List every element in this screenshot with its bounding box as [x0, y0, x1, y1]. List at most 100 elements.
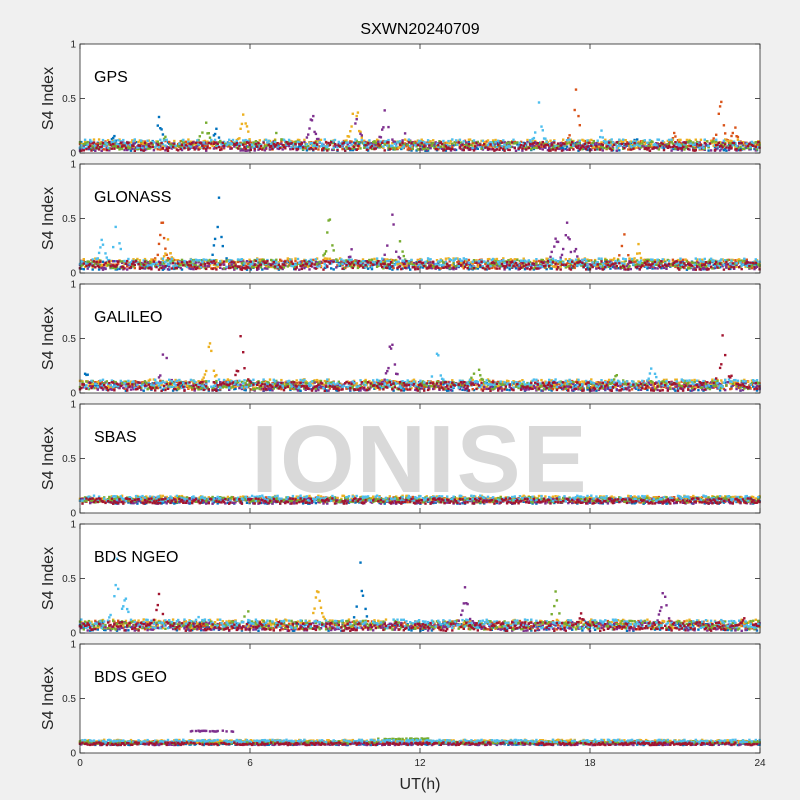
data-point: [193, 143, 196, 146]
data-point: [231, 266, 235, 269]
data-point: [92, 138, 96, 141]
data-point: [500, 262, 504, 266]
data-point: [646, 141, 649, 144]
data-point: [187, 148, 190, 151]
data-point: [155, 261, 158, 264]
data-point: [161, 265, 165, 268]
data-point: [420, 262, 423, 265]
data-point: [753, 145, 756, 148]
data-point: [443, 148, 446, 151]
data-point: [162, 266, 166, 270]
data-point: [324, 145, 328, 148]
data-point: [243, 146, 246, 149]
data-point: [326, 143, 329, 147]
data-point: [449, 264, 453, 267]
data-point: [154, 257, 157, 260]
data-point: [184, 146, 187, 149]
data-point: [309, 146, 312, 150]
data-point: [85, 147, 88, 151]
data-point: [716, 143, 719, 146]
data-point: [393, 141, 397, 144]
data-point: [244, 264, 247, 267]
data-point: [717, 112, 720, 115]
data-point: [706, 144, 709, 147]
data-point: [213, 132, 217, 136]
data-point: [110, 259, 114, 263]
data-point: [304, 259, 307, 262]
data-point: [424, 265, 427, 269]
data-point: [287, 258, 291, 261]
data-point: [468, 138, 472, 141]
data-point: [743, 257, 746, 260]
data-point: [461, 143, 464, 146]
data-point: [472, 266, 476, 270]
data-point: [210, 267, 213, 270]
data-point: [720, 258, 723, 261]
data-point: [323, 252, 326, 255]
data-point: [605, 262, 608, 266]
data-point: [614, 262, 617, 265]
data-point: [136, 257, 139, 261]
data-point: [282, 138, 286, 141]
data-point: [148, 142, 152, 145]
data-point: [146, 147, 149, 150]
data-point: [113, 265, 116, 268]
data-point: [604, 263, 607, 266]
data-point: [381, 128, 384, 131]
data-point: [138, 146, 142, 149]
data-point: [687, 267, 690, 270]
data-point: [577, 139, 580, 142]
data-point: [361, 266, 365, 269]
data-point: [470, 144, 473, 147]
data-point: [614, 143, 617, 146]
data-point: [347, 258, 351, 262]
data-point: [666, 139, 669, 143]
data-point: [495, 148, 499, 151]
data-point: [541, 140, 544, 144]
data-point: [194, 267, 198, 271]
data-point: [494, 145, 497, 148]
data-point: [327, 148, 330, 151]
data-point: [202, 147, 205, 150]
data-point: [372, 140, 375, 144]
data-point: [129, 263, 133, 266]
data-point: [695, 143, 699, 146]
data-point: [583, 264, 587, 267]
data-point: [259, 266, 263, 269]
data-point: [145, 145, 148, 149]
data-point: [402, 143, 405, 146]
data-point: [474, 261, 477, 264]
data-point: [333, 138, 337, 142]
data-point: [221, 267, 224, 271]
data-point: [407, 261, 411, 265]
data-point: [632, 147, 635, 150]
data-point: [620, 262, 624, 265]
data-point: [148, 264, 152, 267]
data-point: [356, 111, 360, 114]
data-point: [248, 260, 251, 264]
data-point: [179, 262, 182, 265]
data-point: [738, 266, 741, 269]
data-point: [382, 262, 385, 266]
data-point: [128, 141, 131, 145]
data-point: [525, 266, 528, 270]
data-point: [627, 254, 630, 257]
data-point: [347, 135, 351, 138]
data-point: [707, 144, 710, 148]
data-point: [94, 384, 97, 387]
data-point: [203, 144, 207, 148]
data-point: [264, 146, 268, 150]
data-point: [458, 146, 462, 149]
panel-label: GPS: [94, 69, 128, 86]
data-point: [256, 268, 259, 271]
data-point: [86, 143, 89, 146]
data-point: [99, 263, 102, 267]
data-point: [420, 138, 423, 141]
data-point: [702, 267, 705, 270]
data-point: [722, 260, 726, 263]
data-point: [81, 148, 84, 151]
data-point: [699, 138, 703, 141]
data-point: [247, 146, 250, 149]
data-point: [725, 149, 728, 152]
